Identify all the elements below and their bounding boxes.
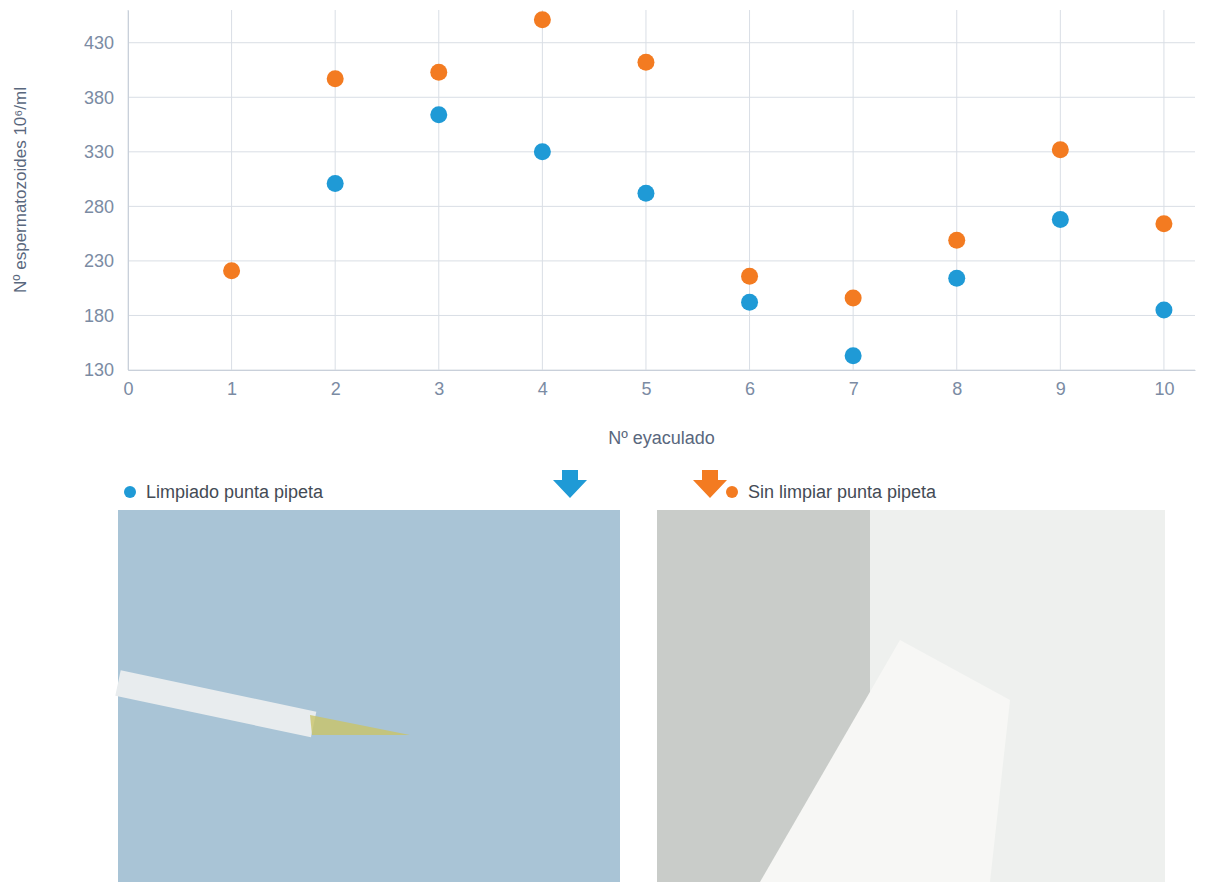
tick-label: 3	[434, 379, 444, 399]
point	[741, 268, 758, 285]
grid-line	[128, 370, 1195, 371]
point	[637, 54, 654, 71]
tick-label: 1	[227, 379, 237, 399]
tick-label: 6	[745, 379, 755, 399]
tick: 330	[84, 142, 128, 162]
tick: 430	[84, 33, 128, 53]
photos	[115, 510, 1165, 882]
legend-marker	[726, 486, 738, 498]
tick: 380	[84, 88, 128, 108]
grid	[128, 10, 1195, 370]
tick-label: 7	[849, 379, 859, 399]
tick: 2	[331, 370, 341, 399]
axis-line	[128, 11, 129, 371]
grid-line	[128, 260, 1195, 261]
legend-arrow	[553, 470, 587, 498]
grid-line	[749, 10, 750, 370]
tick-label: 280	[84, 197, 114, 217]
point	[223, 262, 240, 279]
tick-label: 130	[84, 360, 114, 380]
point	[1052, 141, 1069, 158]
photo-detail	[760, 640, 1010, 882]
point	[1155, 215, 1172, 232]
grid-line	[128, 151, 1195, 152]
tick: 5	[641, 370, 651, 399]
tick-label: 230	[84, 251, 114, 271]
grid-line	[956, 10, 957, 370]
tick-label: 9	[1056, 379, 1066, 399]
point	[1052, 211, 1069, 228]
point	[534, 143, 551, 160]
tick-label: 380	[84, 88, 114, 108]
tick-label: 8	[952, 379, 962, 399]
photo-right	[657, 510, 1165, 882]
tick: 8	[952, 370, 962, 399]
tick-label: 430	[84, 33, 114, 53]
grid-line	[128, 97, 1195, 98]
legend-arrow	[693, 470, 727, 498]
point	[637, 185, 654, 202]
grid-line	[853, 10, 854, 370]
tick: 0	[123, 370, 133, 399]
point	[741, 294, 758, 311]
point	[327, 70, 344, 87]
tick: 9	[1056, 370, 1066, 399]
points	[223, 11, 1172, 364]
chart: 0 1 2 3 4 5 6 7 8 9 10 130 180 230 280 330 380 430 Nº eyac…	[0, 0, 1215, 882]
tick: 230	[84, 251, 128, 271]
tick: 130	[84, 360, 128, 380]
x-axis-title: Nº eyaculado	[608, 428, 715, 448]
point	[534, 11, 551, 28]
x-axis: 0 1 2 3 4 5 6 7 8 9 10	[123, 370, 1195, 399]
tick-label: 4	[538, 379, 548, 399]
tick-label: 0	[123, 379, 133, 399]
tick: 10	[1154, 370, 1174, 399]
photo-detail	[310, 715, 410, 735]
point	[430, 64, 447, 81]
tick: 7	[849, 370, 859, 399]
point	[430, 106, 447, 123]
point	[1155, 302, 1172, 319]
photo-detail	[115, 670, 316, 737]
y-axis-title: Nº espermatozoides 10⁶/ml	[11, 87, 30, 293]
legend-label: Sin limpiar punta pipeta	[748, 482, 937, 502]
legend: Limpiado punta pipeta Sin limpiar punta p…	[124, 470, 937, 502]
tick: 180	[84, 306, 128, 326]
point	[845, 347, 862, 364]
y-axis: 130 180 230 280 330 380 430	[84, 11, 129, 381]
point	[327, 175, 344, 192]
tick: 280	[84, 197, 128, 217]
tick: 1	[227, 370, 237, 399]
tick-label: 2	[331, 379, 341, 399]
grid-line	[128, 10, 129, 370]
grid-line	[542, 10, 543, 370]
tick-label: 5	[641, 379, 651, 399]
axis-line	[129, 370, 1196, 371]
grid-line	[128, 206, 1195, 207]
tick: 6	[745, 370, 755, 399]
tick-label: 330	[84, 142, 114, 162]
grid-line	[128, 315, 1195, 316]
point	[948, 270, 965, 287]
tick: 4	[538, 370, 548, 399]
grid-line	[128, 42, 1195, 43]
tick: 3	[434, 370, 444, 399]
tick-label: 180	[84, 306, 114, 326]
tick-label: 10	[1154, 379, 1174, 399]
legend-label: Limpiado punta pipeta	[146, 482, 324, 502]
grid-line	[231, 10, 232, 370]
point	[948, 232, 965, 249]
grid-line	[1060, 10, 1061, 370]
legend-marker	[124, 486, 136, 498]
point	[845, 290, 862, 307]
